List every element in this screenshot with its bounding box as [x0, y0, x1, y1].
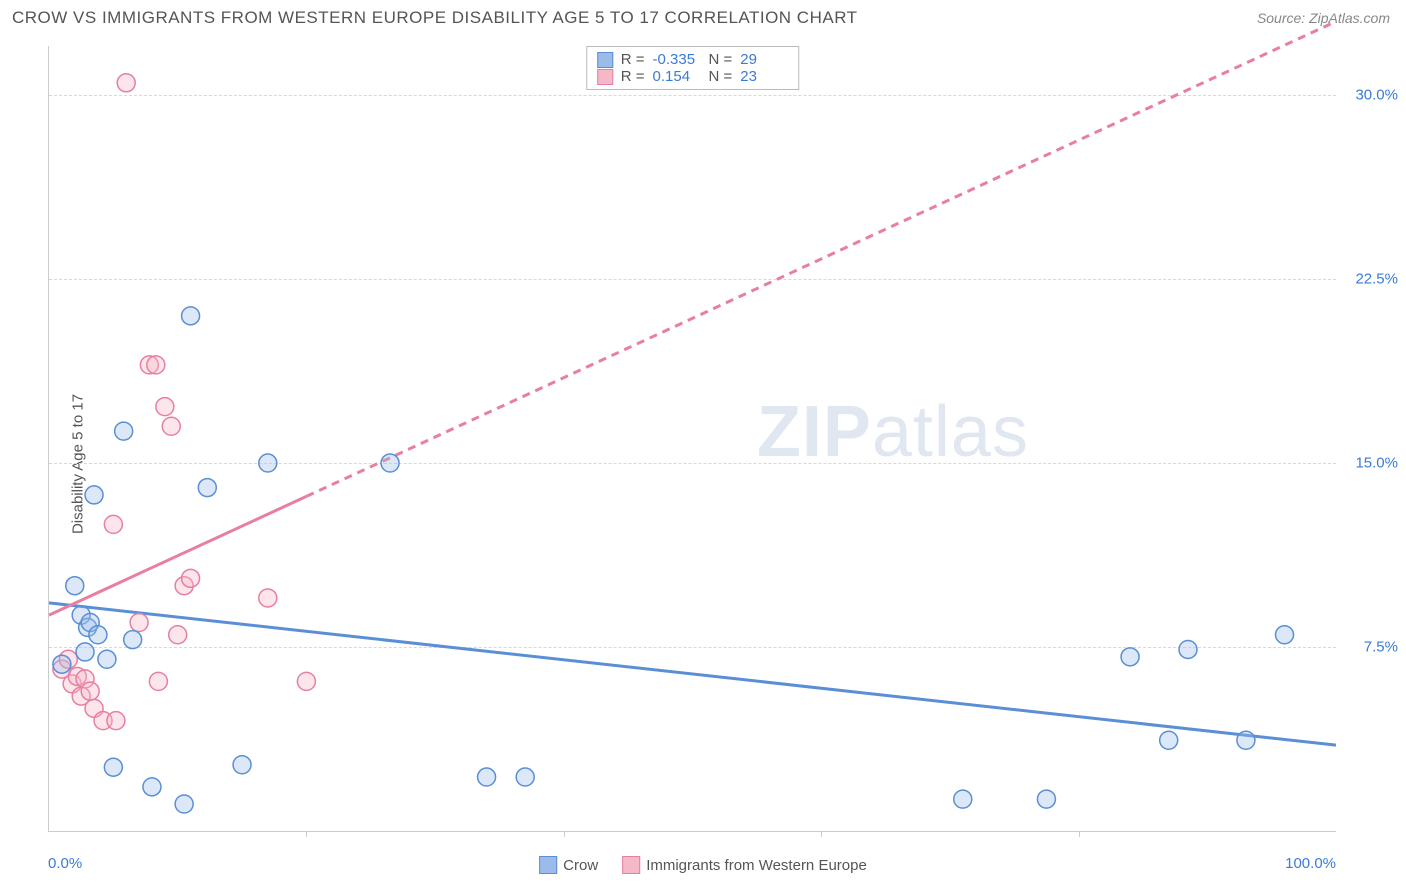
y-tick-label: 7.5%	[1364, 639, 1398, 656]
n-label: N =	[709, 51, 733, 68]
n-label: N =	[709, 68, 733, 85]
swatch-immigrants	[597, 69, 613, 85]
correlation-legend: R = -0.335 N = 29 R = 0.154 N = 23	[586, 46, 800, 90]
legend-item-immigrants: Immigrants from Western Europe	[622, 856, 867, 874]
n-value-crow: 29	[740, 51, 788, 68]
chart-source: Source: ZipAtlas.com	[1257, 10, 1390, 26]
swatch-crow	[597, 52, 613, 68]
n-value-immigrants: 23	[740, 68, 788, 85]
legend-label-immigrants: Immigrants from Western Europe	[646, 857, 867, 874]
x-tick	[821, 831, 822, 837]
y-tick-label: 15.0%	[1355, 455, 1398, 472]
legend-item-crow: Crow	[539, 856, 598, 874]
swatch-crow-bottom	[539, 856, 557, 874]
y-tick-label: 22.5%	[1355, 271, 1398, 288]
swatch-immigrants-bottom	[622, 856, 640, 874]
r-label: R =	[621, 68, 645, 85]
x-tick	[306, 831, 307, 837]
r-value-crow: -0.335	[653, 51, 701, 68]
x-axis-max: 100.0%	[1285, 855, 1336, 872]
legend-row-immigrants: R = 0.154 N = 23	[597, 68, 789, 85]
x-tick	[564, 831, 565, 837]
x-axis-min: 0.0%	[48, 855, 82, 872]
x-tick	[1079, 831, 1080, 837]
plot-region: ZIPatlas R = -0.335 N = 29 R = 0.154 N =…	[48, 46, 1336, 832]
chart-title: CROW VS IMMIGRANTS FROM WESTERN EUROPE D…	[12, 8, 858, 28]
r-label: R =	[621, 51, 645, 68]
r-value-immigrants: 0.154	[653, 68, 701, 85]
y-tick-label: 30.0%	[1355, 87, 1398, 104]
legend-label-crow: Crow	[563, 857, 598, 874]
series-legend: Crow Immigrants from Western Europe	[539, 856, 867, 874]
plot-svg	[49, 46, 1336, 831]
legend-row-crow: R = -0.335 N = 29	[597, 51, 789, 68]
chart-area: Disability Age 5 to 17 ZIPatlas R = -0.3…	[0, 36, 1406, 892]
